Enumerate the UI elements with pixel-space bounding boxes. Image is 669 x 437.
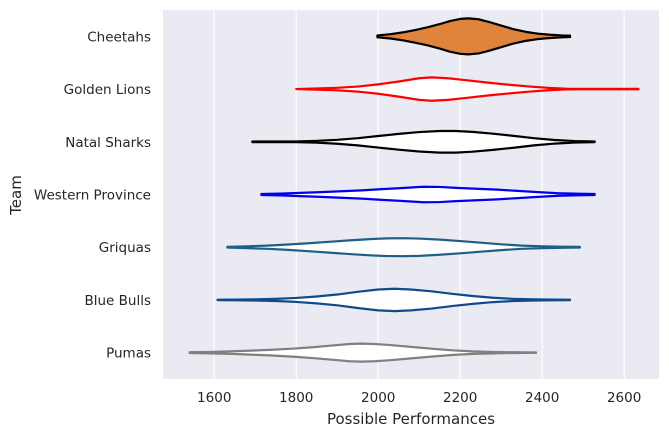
x-tick-label: 2400 [525,390,559,406]
x-tick-labels: 1600 1800 2000 2200 2400 2600 [197,390,641,406]
y-axis-label: Team [7,175,25,216]
x-tick-label: 1800 [279,390,313,406]
y-tick-labels: Cheetahs Golden Lions Natal Sharks Western … [34,29,151,361]
x-tick-label: 2000 [361,390,395,406]
violins [188,17,640,363]
violin-blue-bulls [216,287,572,313]
x-tick-label: 2200 [443,390,477,406]
x-tick-label: 2600 [607,390,641,406]
y-tick-label: Pumas [106,346,151,362]
y-tick-label: Golden Lions [64,82,151,98]
violin-natal-sharks [251,129,596,154]
y-tick-label: Griquas [99,240,151,256]
x-tick-label: 1600 [197,390,231,406]
y-tick-label: Western Province [34,188,151,204]
y-tick-label: Natal Sharks [65,135,151,151]
y-tick-label: Cheetahs [87,29,151,45]
violin-pumas [188,342,538,363]
x-axis-label: Possible Performances [327,410,495,428]
violin-cheetahs [376,17,572,56]
violin-griquas [226,237,581,258]
violin-golden-lions [295,76,640,102]
violin-western-province [260,185,596,204]
y-tick-label: Blue Bulls [84,293,151,309]
